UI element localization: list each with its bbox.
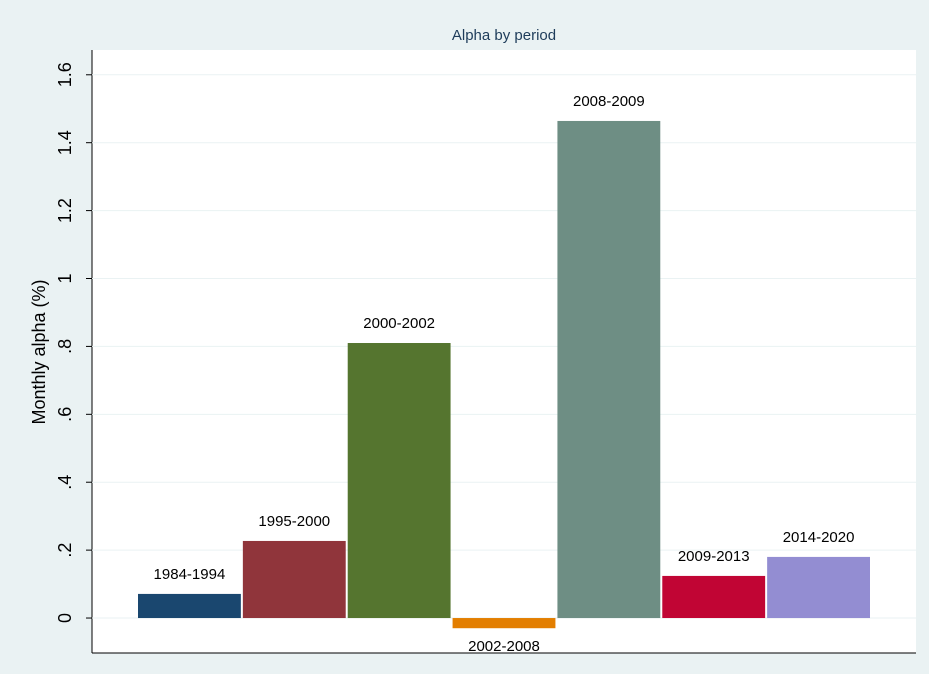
bar-label: 2000-2002	[363, 315, 435, 332]
bar	[452, 618, 556, 629]
y-tick-label: 1.6	[55, 62, 75, 87]
y-tick-label: 1.4	[55, 130, 75, 155]
bar-label: 2002-2008	[468, 638, 540, 655]
bar	[138, 593, 241, 619]
chart-title: Alpha by period	[452, 27, 556, 44]
bar	[557, 120, 661, 619]
bar-label: 1984-1994	[154, 566, 226, 583]
y-tick-label: .2	[55, 543, 75, 558]
y-tick-label: 1.2	[55, 198, 75, 223]
bar-label: 2014-2020	[783, 529, 855, 546]
bar-label: 2008-2009	[573, 93, 645, 110]
y-tick-label: .4	[55, 475, 75, 490]
y-axis-label: Monthly alpha (%)	[29, 279, 49, 424]
bar-label: 2009-2013	[678, 548, 750, 565]
bar	[662, 575, 766, 619]
bar	[767, 556, 870, 619]
bar-label: 1995-2000	[258, 513, 330, 530]
y-tick-label: 0	[55, 613, 75, 623]
y-tick-label: .8	[55, 339, 75, 354]
plot-area	[92, 50, 916, 653]
bar	[242, 540, 346, 619]
y-tick-label: .6	[55, 407, 75, 422]
bar	[347, 343, 451, 619]
y-tick-label: 1	[55, 273, 75, 283]
